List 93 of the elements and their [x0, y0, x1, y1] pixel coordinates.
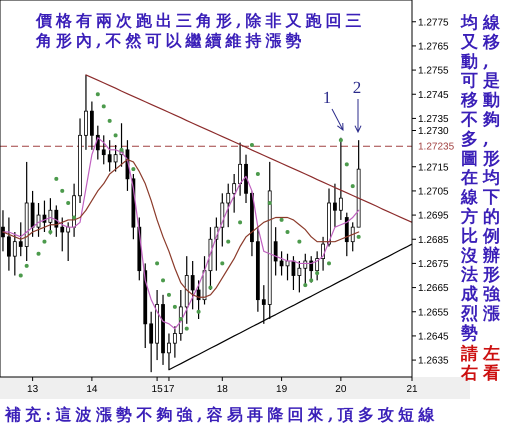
point [338, 138, 343, 142]
line-series [85, 74, 412, 223]
candlestick [102, 134, 106, 165]
annotation: 2 [352, 78, 362, 97]
point [208, 286, 212, 290]
y-tick-label: 1.2735 [418, 114, 450, 125]
point [114, 133, 118, 138]
x-tick-label: 15 [152, 384, 164, 395]
text: 補充:這波漲勢不夠強,容易再降回來,頂多攻短線 [4, 405, 439, 424]
point [96, 92, 100, 96]
point [196, 310, 201, 314]
y-tick-label: 1.2645 [418, 331, 450, 342]
point [303, 283, 308, 288]
point [356, 234, 361, 239]
point [238, 220, 242, 224]
point [184, 326, 189, 331]
point [315, 271, 320, 276]
point [18, 274, 23, 278]
candlestick [36, 202, 40, 238]
y-tick-label: 1.2765 [418, 41, 450, 52]
y-tick-label: 1.2695 [418, 210, 450, 222]
point [102, 104, 106, 108]
point [256, 172, 260, 176]
point [226, 240, 230, 244]
point [60, 188, 64, 193]
text: 價格有兩次跑出三角形,除非又跑回三角形內,不然可以繼續維持漲勢 [35, 11, 366, 50]
x-tick-label: 13 [27, 384, 39, 395]
point [220, 261, 224, 266]
point [250, 143, 254, 147]
point [36, 252, 41, 256]
text: 均線又移動,可是移動不夠多,圖形在均線下方的比例沒辦法形成強烈漲勢 [461, 13, 505, 344]
x-tick-label: 18 [216, 384, 228, 395]
candlestick [60, 216, 64, 252]
point [268, 201, 272, 205]
x-tick-label: 20 [335, 384, 347, 395]
candlestick [18, 222, 23, 257]
x-tick-label: 14 [86, 384, 98, 395]
point [178, 317, 183, 321]
y-tick-label: 1.2665 [418, 283, 450, 294]
candlestick [292, 256, 296, 291]
point [24, 264, 29, 268]
point [286, 230, 290, 234]
point [54, 176, 58, 181]
point [131, 167, 136, 172]
y-tick-label: 1.2715 [418, 162, 450, 174]
y-tick-label: 1.2685 [418, 234, 450, 246]
candlestick [238, 142, 242, 196]
point [66, 201, 70, 205]
x-tick-label: 19 [276, 384, 288, 395]
point [297, 240, 302, 244]
candlestick [321, 236, 325, 272]
candlestick [333, 183, 337, 228]
candlestick [297, 260, 302, 294]
point [309, 278, 314, 282]
candlestick [196, 280, 200, 320]
candlestick [172, 326, 177, 358]
ref-line-label: 1.27235 [418, 142, 455, 153]
candlestick [149, 311, 154, 373]
candlestick [226, 183, 230, 228]
candlestick [12, 231, 17, 276]
x-tick-label: 21 [406, 384, 418, 395]
point [280, 218, 284, 222]
y-tick-label: 1.2675 [418, 258, 450, 270]
point [48, 230, 52, 234]
candlestick [280, 250, 284, 276]
candlestick [190, 260, 195, 310]
point [155, 261, 160, 266]
text: 請左右看 [460, 344, 505, 384]
point [108, 118, 112, 123]
point [42, 240, 46, 244]
y-tick-label: 1.2635 [418, 356, 450, 367]
candlestick [6, 216, 11, 272]
y-tick-label: 1.2745 [418, 90, 450, 101]
point [327, 261, 332, 266]
candlestick [48, 198, 52, 236]
point [350, 184, 355, 188]
y-tick-label: 1.2655 [418, 307, 450, 318]
x-tick-label: 17 [163, 384, 175, 395]
point [172, 304, 177, 309]
y-tick-label: 1.2755 [418, 66, 450, 77]
y-tick-label: 1.2705 [418, 186, 450, 198]
candlestick [338, 137, 343, 221]
point [166, 292, 171, 297]
point [72, 216, 76, 220]
point [344, 162, 349, 166]
annotation: 1 [322, 88, 332, 107]
y-tick-label: 1.2730 [418, 126, 450, 137]
y-tick-label: 1.2775 [418, 17, 450, 28]
point [161, 278, 166, 282]
point [120, 148, 124, 152]
candlestick [108, 140, 112, 172]
candlestick [114, 144, 118, 172]
candlestick [262, 284, 266, 324]
